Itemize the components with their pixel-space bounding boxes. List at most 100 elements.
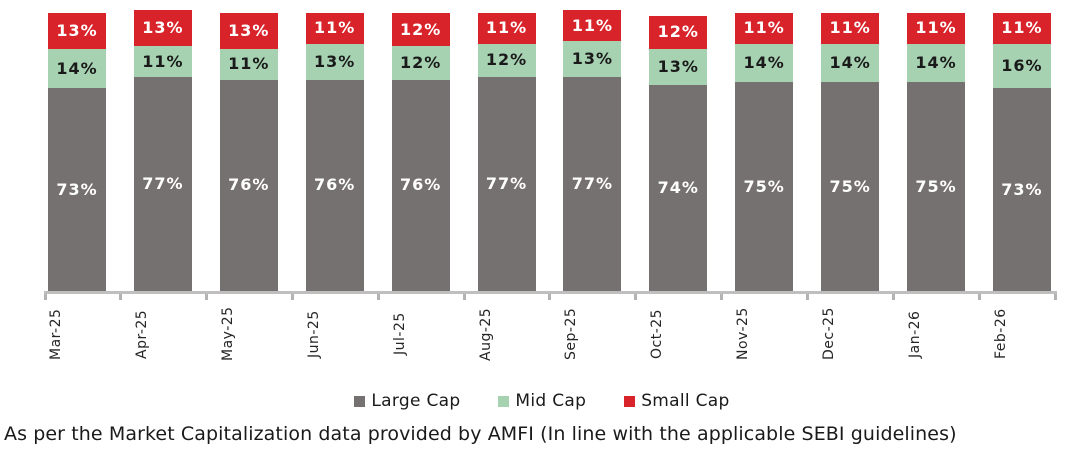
segment-value-label: 73% [1001, 179, 1043, 199]
x-axis-label-Sep-25: Sep-25 [563, 307, 580, 361]
bar-segment-mid-cap: 13% [305, 43, 364, 80]
bar-segment-large-cap: 76% [391, 79, 450, 291]
segment-value-label: 12% [399, 19, 442, 39]
legend-label: Mid Cap [515, 391, 587, 411]
axis-tick [44, 294, 47, 300]
bar-segment-mid-cap: 13% [563, 40, 622, 77]
legend-swatch-icon [498, 395, 510, 407]
segment-value-label: 14% [915, 53, 957, 73]
segment-value-label: 13% [571, 48, 614, 68]
legend-swatch-icon [354, 395, 366, 407]
legend-item-small-cap: Small Cap [624, 391, 729, 411]
x-axis-labels: Mar-25 Apr-25 May-25 Jun-25 Jul-25 Aug-25 Sep-… [0, 298, 1084, 370]
bar-segment-mid-cap: 11% [219, 49, 278, 80]
segment-value-label: 76% [314, 175, 356, 195]
segment-value-label: 14% [743, 53, 785, 73]
bar-segment-large-cap: 75% [907, 82, 965, 291]
bar-segment-large-cap: 74% [649, 85, 708, 291]
legend-item-large-cap: Large Cap [354, 391, 460, 411]
bar-segment-small-cap: 11% [992, 13, 1051, 44]
footnote: As per the Market Capitalization data pr… [4, 423, 957, 445]
bar-segment-mid-cap: 14% [821, 43, 880, 83]
segment-value-label: 13% [314, 51, 356, 71]
segment-value-label: 14% [56, 58, 98, 78]
legend-item-mid-cap: Mid Cap [498, 391, 586, 411]
axis-tick [806, 294, 810, 300]
x-axis-label-Dec-25: Dec-25 [821, 307, 838, 361]
bar-segment-mid-cap: 14% [907, 43, 965, 83]
segment-value-label: 13% [228, 21, 270, 41]
bar-segment-small-cap: 11% [735, 13, 794, 44]
stacked-bar-Mar-25: 13% 14% 73% [48, 13, 106, 291]
segment-value-label: 11% [829, 18, 871, 38]
axis-tick [1054, 294, 1057, 300]
x-axis-label-May-25: May-25 [219, 306, 236, 362]
bar-segment-large-cap: 75% [735, 82, 794, 291]
legend-label: Large Cap [371, 391, 461, 411]
bar-segment-mid-cap: 14% [735, 43, 794, 83]
segment-value-label: 11% [743, 18, 785, 38]
axis-tick [977, 294, 981, 300]
segment-value-label: 74% [657, 178, 699, 198]
segment-value-label: 77% [485, 173, 528, 193]
axis-tick [462, 294, 466, 300]
bar-segment-mid-cap: 12% [391, 46, 450, 80]
segment-value-label: 11% [228, 54, 270, 74]
axis-tick [204, 294, 208, 300]
segment-value-label: 77% [142, 173, 184, 193]
stacked-bar-Dec-25: 11% 14% 75% [821, 13, 880, 291]
bar-segment-mid-cap: 14% [48, 49, 106, 89]
segment-value-label: 11% [142, 51, 184, 71]
bar-segment-large-cap: 73% [48, 88, 106, 291]
x-axis-label-Aug-25: Aug-25 [477, 307, 494, 361]
segment-value-label: 73% [56, 179, 98, 199]
segment-value-label: 16% [1001, 55, 1043, 75]
bar-segment-large-cap: 77% [477, 76, 536, 291]
stacked-bar-Sep-25: 11% 13% 77% [563, 10, 622, 291]
segment-value-label: 12% [485, 50, 528, 70]
segment-value-label: 11% [915, 18, 957, 38]
bar-segment-small-cap: 12% [391, 13, 450, 47]
axis-tick [892, 294, 896, 300]
x-axis-label-Nov-25: Nov-25 [735, 307, 752, 361]
legend-label: Small Cap [641, 391, 730, 411]
stacked-bar-Nov-25: 11% 14% 75% [735, 13, 794, 291]
x-axis-label-Jun-25: Jun-25 [305, 310, 322, 358]
segment-value-label: 13% [142, 18, 184, 38]
bar-segment-small-cap: 11% [477, 13, 536, 44]
bar-segment-small-cap: 11% [563, 10, 622, 41]
segment-value-label: 11% [314, 18, 356, 38]
bar-segment-small-cap: 11% [821, 13, 880, 44]
axis-tick [290, 294, 294, 300]
axis-tick [634, 294, 638, 300]
x-axis-label-Jan-26: Jan-26 [907, 310, 923, 358]
bar-segment-small-cap: 13% [48, 13, 106, 50]
segment-value-label: 76% [228, 175, 270, 195]
bar-segment-large-cap: 76% [219, 79, 278, 291]
stacked-bar-Apr-25: 13% 11% 77% [133, 10, 192, 291]
segment-value-label: 75% [829, 176, 871, 196]
bar-segment-mid-cap: 12% [477, 43, 536, 77]
x-axis-label-Jul-25: Jul-25 [391, 312, 408, 356]
segment-value-label: 12% [399, 53, 442, 73]
bar-segment-mid-cap: 13% [649, 49, 708, 86]
x-axis-label-Feb-26: Feb-26 [992, 308, 1009, 360]
stacked-bar-Oct-25: 12% 13% 74% [649, 15, 708, 291]
axis-tick [720, 294, 724, 300]
bar-segment-large-cap: 75% [821, 82, 880, 291]
stacked-bar-May-25: 13% 11% 76% [219, 13, 278, 291]
stacked-bar-Jan-26: 11% 14% 75% [907, 13, 965, 291]
bar-segment-large-cap: 76% [305, 79, 364, 291]
segment-value-label: 14% [829, 53, 871, 73]
plot-area: 13% 14% 73% 13% 11% 77% 13% 11% 76% 11% 13% 76% 12% 1… [48, 10, 1051, 291]
x-axis-label-Mar-25: Mar-25 [48, 308, 64, 360]
axis-tick [548, 294, 552, 300]
legend: Large Cap Mid Cap Small Cap [0, 388, 1084, 414]
axis-tick [376, 294, 380, 300]
segment-value-label: 12% [657, 22, 699, 42]
segment-value-label: 13% [657, 57, 699, 77]
axis-tick [118, 294, 122, 300]
bar-segment-small-cap: 13% [133, 10, 192, 47]
segment-value-label: 77% [571, 173, 614, 193]
